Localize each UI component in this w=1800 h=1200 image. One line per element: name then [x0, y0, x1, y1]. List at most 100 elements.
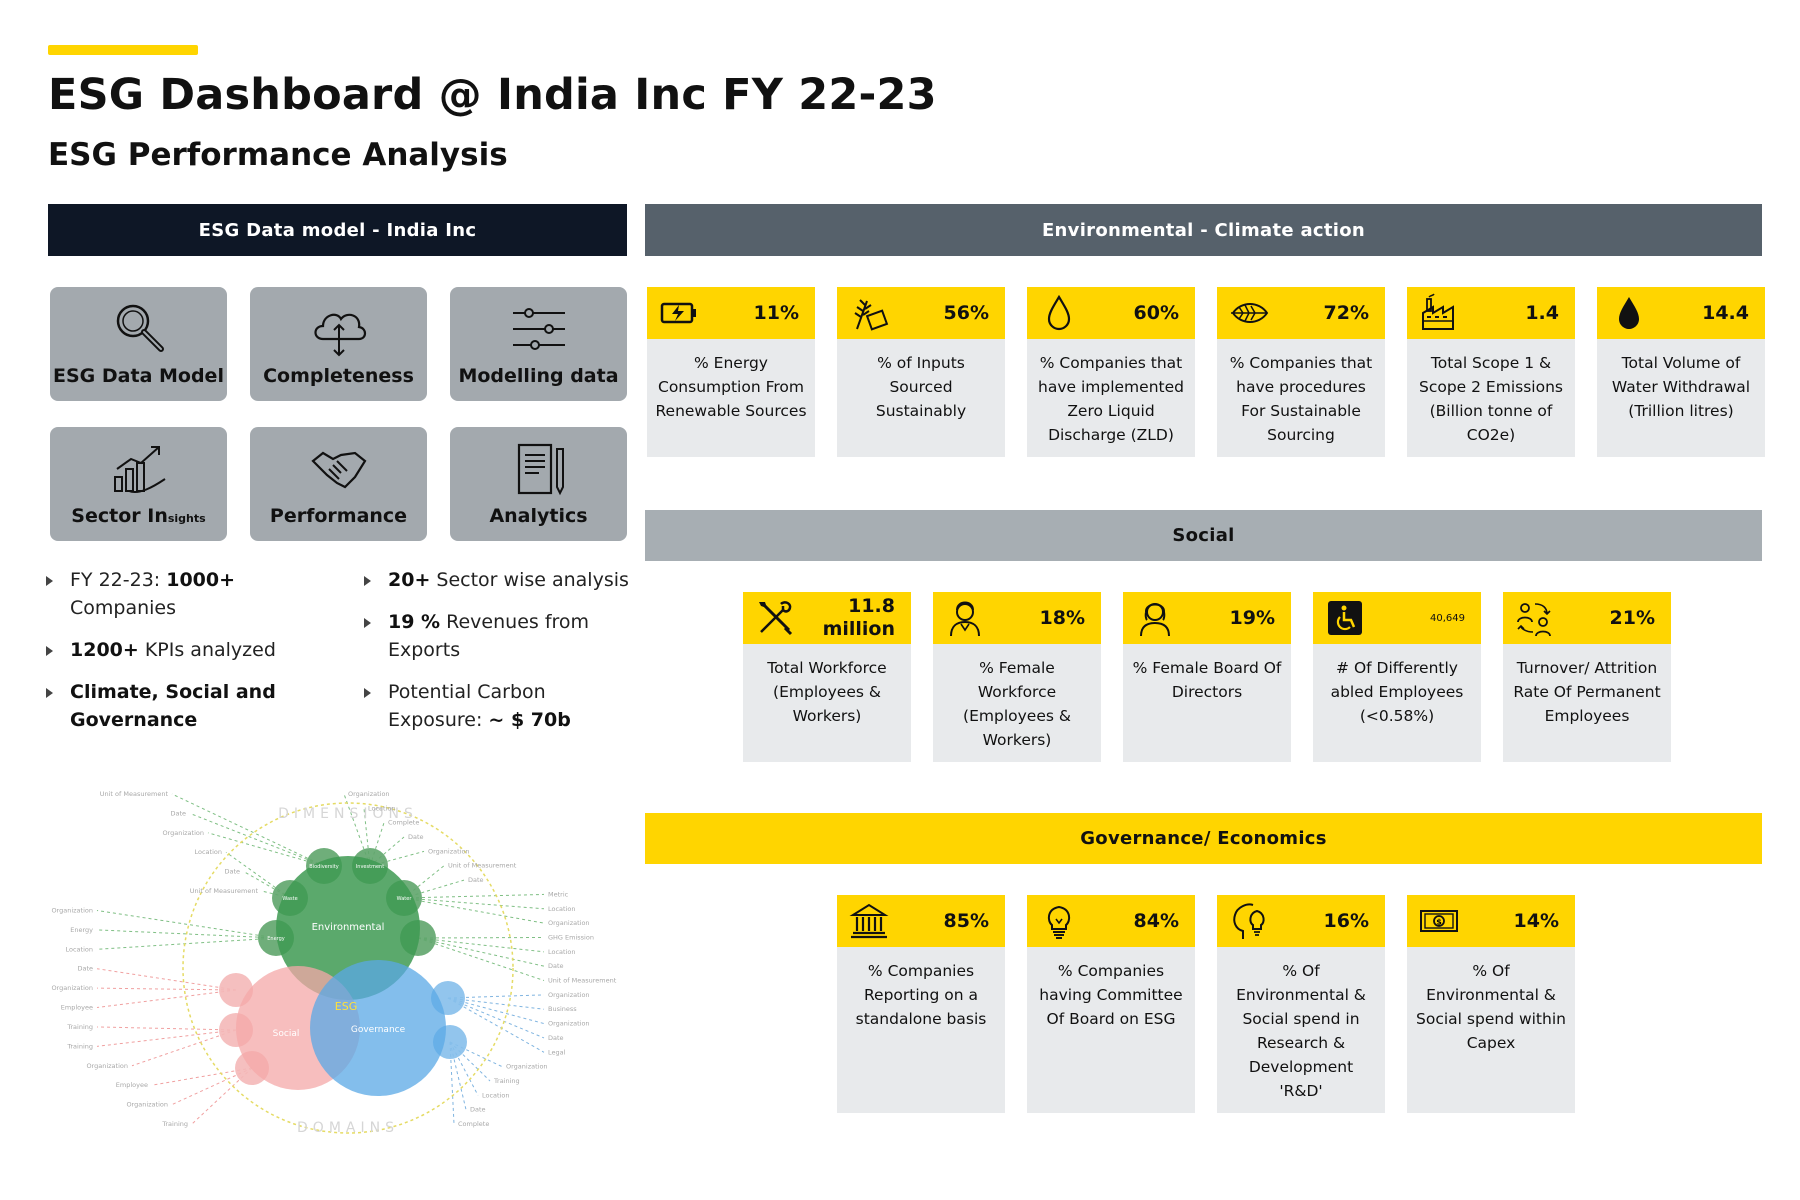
ray-line: [447, 997, 545, 1025]
card-label: % of Inputs Sourced Sustainably: [875, 354, 967, 420]
tile-completeness: Completeness: [250, 287, 427, 401]
people-cycle-icon: [1515, 598, 1555, 638]
bubble-label: Water: [397, 896, 413, 902]
card-header: 19%: [1123, 592, 1291, 644]
ray-label: Employee: [61, 1004, 93, 1012]
card-label: # Of Differently abled Employees (<0.58%…: [1330, 659, 1464, 725]
bank-icon: [849, 901, 889, 941]
leaf-icon: [1229, 293, 1269, 333]
card-header: 1.4: [1407, 287, 1575, 339]
card-value: 19%: [1229, 606, 1275, 629]
ray-line: [96, 968, 237, 991]
highlight-csg: Climate, Social and Governance: [46, 678, 306, 734]
female-worker-icon: [945, 598, 985, 638]
card-label: % Companies that have implemented Zero L…: [1038, 354, 1184, 444]
ray-line: [403, 897, 545, 924]
card-label: % Female Board Of Directors: [1132, 659, 1282, 701]
ray-label: GHG Emission: [548, 933, 594, 941]
env-card-sustainable-sourcing: 72% % Companies that have procedures For…: [1217, 287, 1385, 457]
card-header: 60%: [1027, 287, 1195, 339]
ray-label: Unit of Measurement: [548, 977, 617, 985]
ray-label: Organization: [548, 991, 590, 999]
tile-sector-insights: Sector Insights: [50, 427, 227, 541]
gov-card-rnd-spend: 16% % Of Environmental & Social spend in…: [1217, 895, 1385, 1113]
ray-label: Training: [161, 1120, 188, 1128]
ray-line: [449, 1041, 479, 1096]
card-value: 1.4: [1525, 301, 1559, 324]
ray-label: Date: [170, 809, 186, 817]
ray-label: Date: [408, 833, 424, 841]
ray-label: Location: [548, 905, 576, 913]
ray-labels: Unit of Measurement Date Organization Locat…: [51, 790, 616, 1128]
wheelchair-icon: [1325, 598, 1365, 638]
ray-label: Organization: [428, 847, 470, 855]
ray-label: Complete: [388, 819, 419, 827]
magnifier-icon: [109, 299, 169, 359]
ray-label: Organization: [51, 984, 93, 992]
ray-label: Date: [548, 1034, 564, 1042]
growth-chart-icon: [109, 439, 169, 499]
tile-esg-data-model: ESG Data Model: [50, 287, 227, 401]
handshake-icon: [309, 439, 369, 499]
ray-line: [96, 989, 237, 1009]
tile-analytics: Analytics: [450, 427, 627, 541]
card-value: 85%: [943, 909, 989, 932]
ray-label: Unit of Measurement: [190, 887, 259, 895]
card-value: 84%: [1133, 909, 1179, 932]
head-idea-icon: [1229, 901, 1269, 941]
env-card-zld: 60% % Companies that have implemented Ze…: [1027, 287, 1195, 457]
battery-charge-icon: [659, 293, 699, 333]
ray-label: Date: [468, 876, 484, 884]
card-value: 56%: [943, 301, 989, 324]
highlight-companies: FY 22-23: 1000+ Companies: [46, 566, 306, 622]
highlight-carbon: Potential Carbon Exposure: ~ $ 70b: [364, 678, 634, 734]
highlights-left: FY 22-23: 1000+ Companies 1200+ KPIs ana…: [46, 566, 306, 748]
bubble-label: Energy: [267, 936, 285, 942]
data-model-header: ESG Data model - India Inc: [48, 204, 627, 256]
page-title: ESG Dashboard @ India Inc FY 22-23: [48, 70, 937, 120]
card-value: 14.4: [1702, 301, 1749, 324]
card-header: 85%: [837, 895, 1005, 947]
card-header: 56%: [837, 287, 1005, 339]
card-header: 16%: [1217, 895, 1385, 947]
ray-line: [96, 987, 237, 991]
card-label: % Energy Consumption From Renewable Sour…: [655, 354, 807, 420]
card-label: % Of Environmental & Social spend in Res…: [1236, 962, 1366, 1100]
card-label: Turnover/ Attrition Rate Of Permanent Em…: [1513, 659, 1661, 725]
accent-bar: [48, 45, 198, 55]
governance-label: Governance: [351, 1025, 406, 1035]
outer-ring: [182, 802, 514, 1134]
water-drop-solid-icon: [1609, 293, 1649, 333]
tile-label: Modelling data: [458, 365, 619, 387]
ray-line: [403, 897, 545, 910]
card-header: 21%: [1503, 592, 1671, 644]
ray-line: [417, 936, 545, 939]
sliders-icon: [509, 299, 569, 359]
banknote-icon: [1419, 901, 1459, 941]
tile-label: Completeness: [263, 365, 414, 387]
ray-label: Organization: [51, 906, 93, 914]
ray-label: Training: [493, 1077, 520, 1085]
wheat-crate-icon: [849, 293, 889, 333]
tile-label: Sector Insights: [71, 505, 206, 527]
ray-line: [447, 994, 545, 999]
ray-line: [403, 879, 465, 899]
ray-label: Metric: [548, 890, 569, 898]
ray-label: Location: [368, 804, 396, 812]
card-label: % Of Environmental & Social spend within…: [1416, 962, 1566, 1052]
social-header: Social: [645, 510, 1762, 561]
ray-label: Date: [548, 962, 564, 970]
card-value: 72%: [1323, 301, 1369, 324]
factory-icon: [1419, 293, 1459, 333]
ray-label: Date: [470, 1106, 486, 1114]
ray-line: [363, 808, 371, 867]
ray-label: Organization: [86, 1062, 128, 1070]
environmental-header: Environmental - Climate action: [645, 204, 1762, 256]
esg-center-label: ESG: [335, 1000, 357, 1013]
card-value: 11%: [753, 301, 799, 324]
ray-line: [417, 937, 545, 967]
ray-line: [207, 832, 325, 867]
ray-line: [403, 893, 545, 899]
gov-card-esg-committee: 84% % Companies having Committee Of Boar…: [1027, 895, 1195, 1113]
bubble-label: Waste: [282, 896, 297, 902]
